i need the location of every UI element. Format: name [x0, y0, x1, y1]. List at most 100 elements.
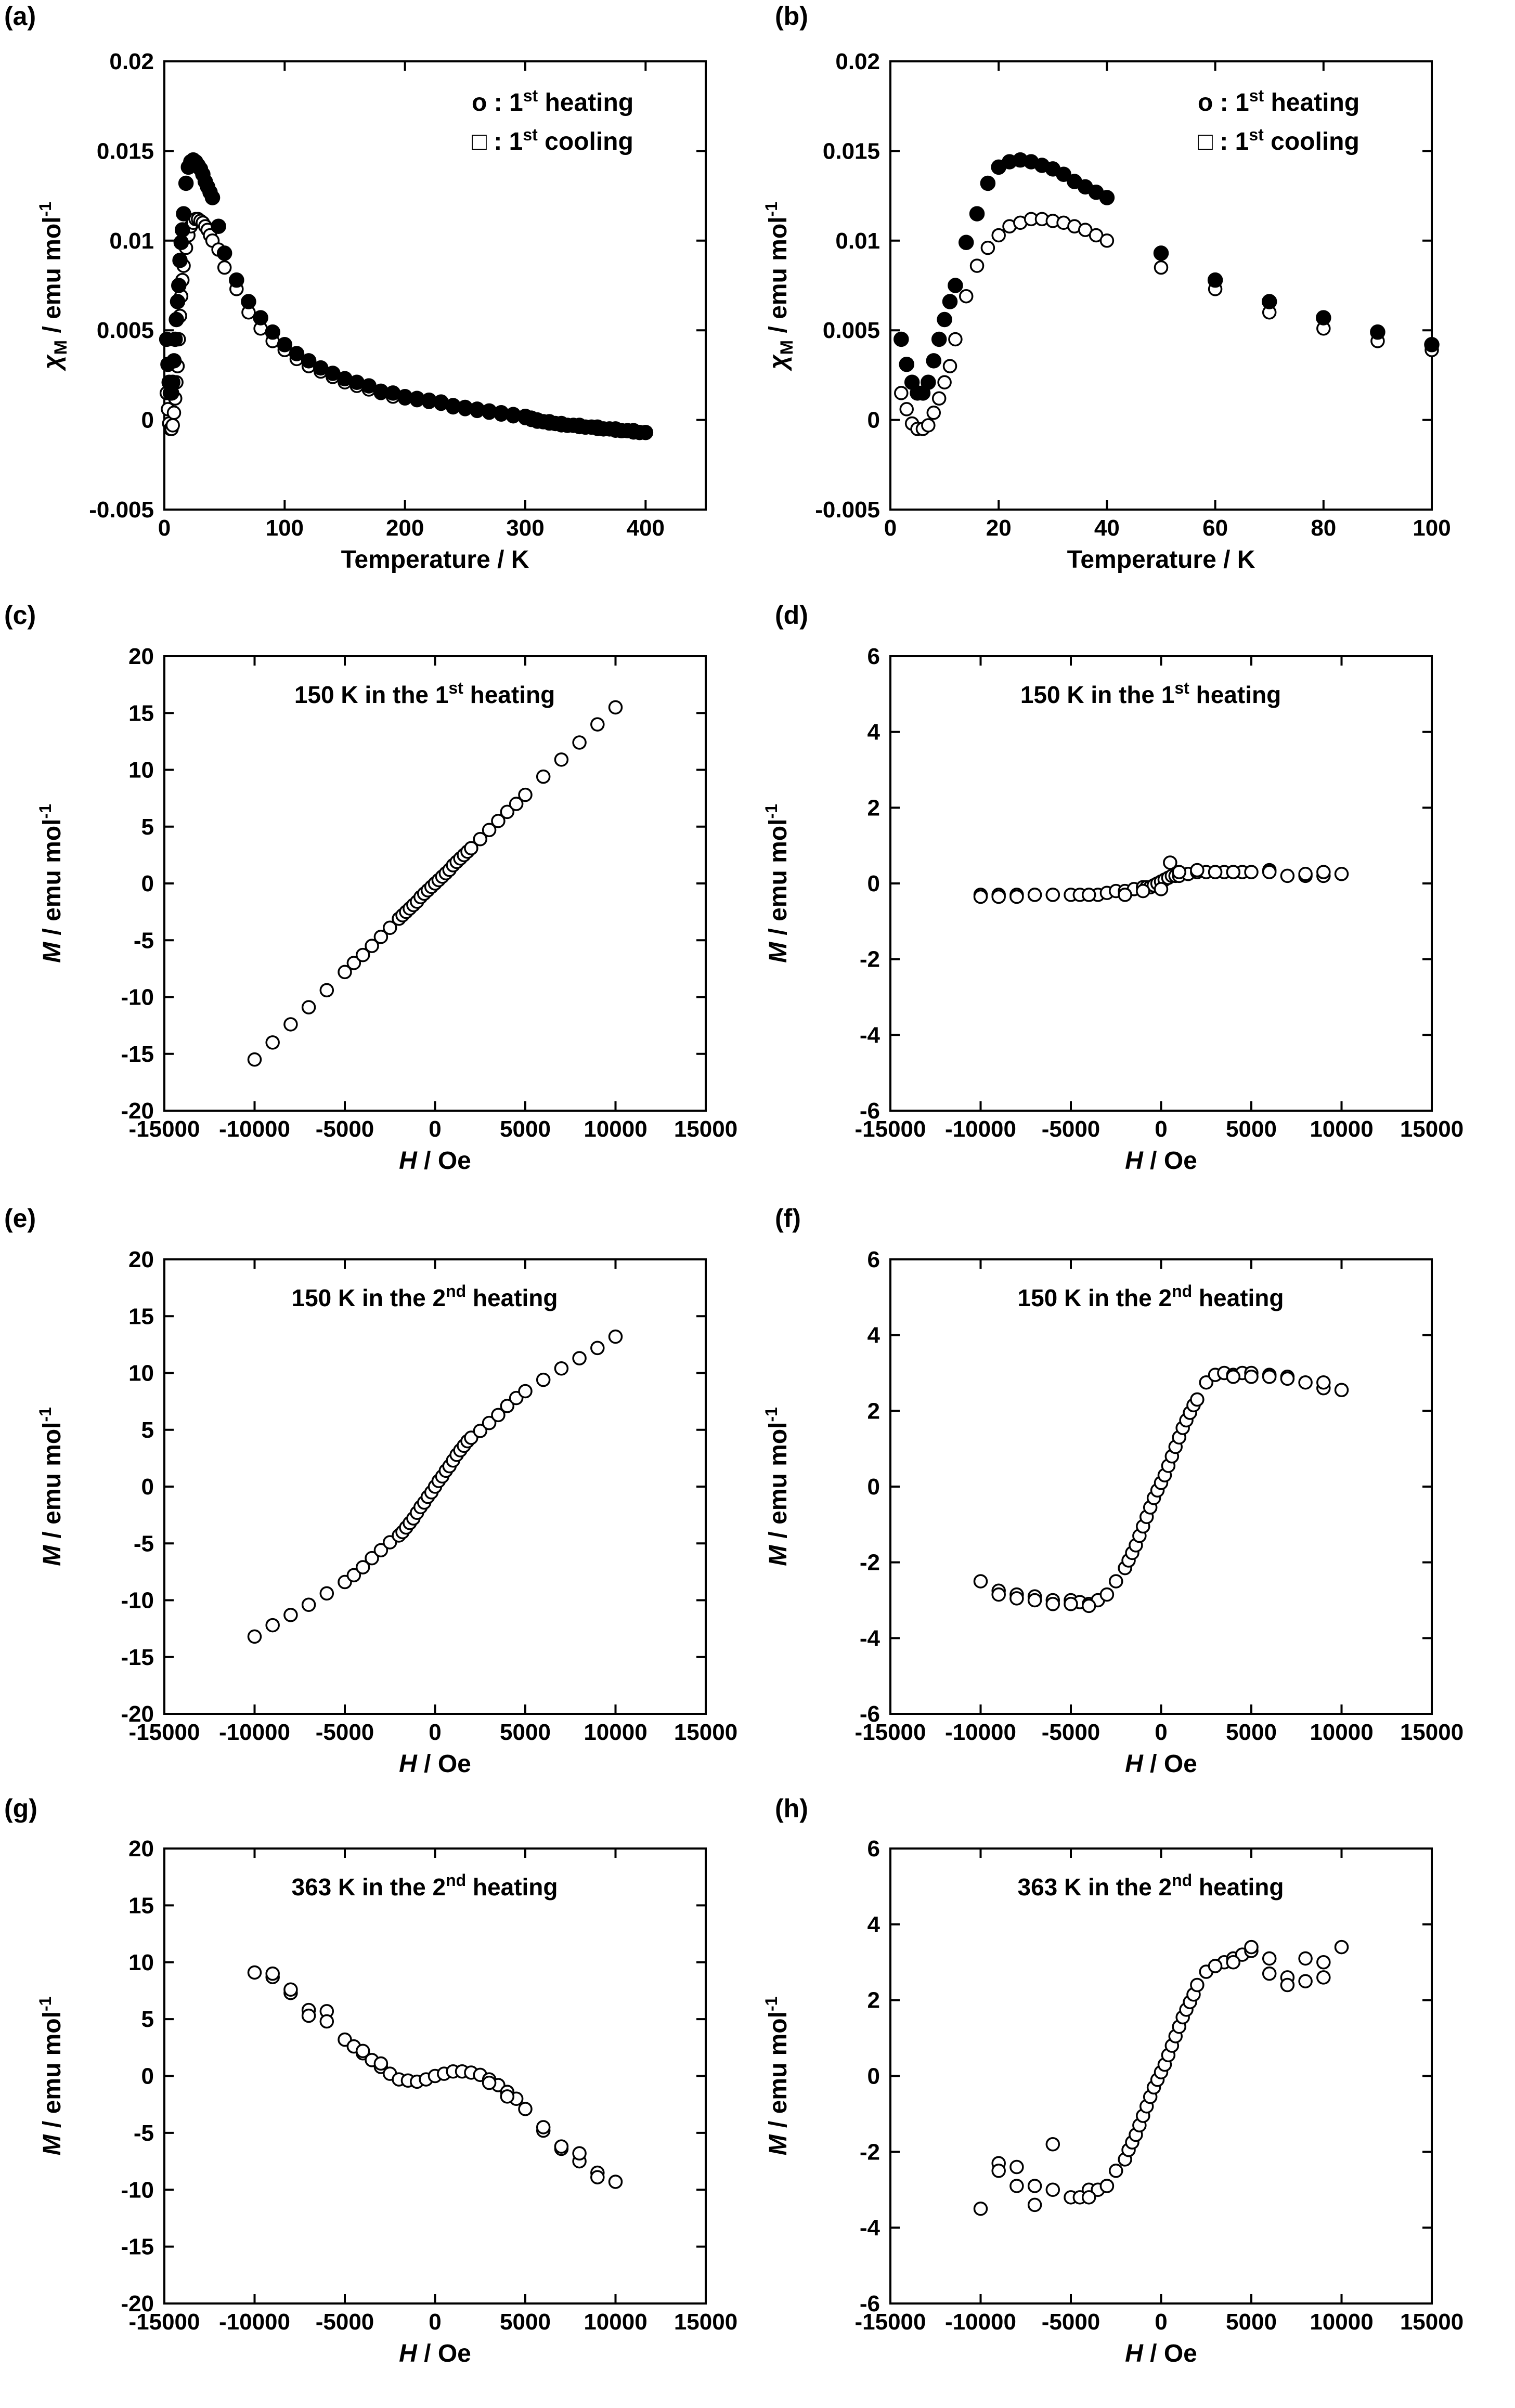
data-point-open	[1316, 1375, 1331, 1390]
y-tick-label: 2	[867, 795, 880, 821]
data-point-open	[536, 1372, 551, 1387]
data-point-filled	[948, 278, 963, 293]
data-point-open	[482, 2075, 497, 2090]
data-point-filled	[931, 331, 947, 347]
data-point-open	[283, 1608, 298, 1622]
data-point-open	[1262, 1370, 1277, 1384]
x-tick-label: 80	[1311, 515, 1336, 541]
data-point-filled	[167, 331, 183, 347]
y-tick-label: 0	[867, 2064, 880, 2089]
chart-panel-b: (b)0 20 40 60 80 100-0.00500.0050.010.0150.02…	[762, 2, 1451, 574]
x-tick-label: -5000	[1042, 2309, 1100, 2335]
data-point-filled	[174, 222, 190, 238]
x-tick-label: -15000	[128, 2309, 200, 2335]
data-point-open	[301, 2008, 316, 2023]
data-point-open	[894, 386, 909, 400]
data-point-open	[1298, 867, 1313, 881]
panel-label: (e)	[4, 1204, 36, 1233]
data-point-open	[355, 2043, 370, 2059]
y-axis-label: χM / emu mol-1	[762, 202, 797, 372]
y-tick-label: 0	[867, 1474, 880, 1500]
y-axis-label: M / emu mol-1	[36, 804, 66, 963]
data-point-open	[482, 1415, 497, 1430]
data-point-open	[1298, 1974, 1313, 1988]
data-point-open	[166, 406, 182, 420]
y-tick-label: 0.01	[835, 228, 880, 254]
data-point-open	[1226, 1955, 1241, 1970]
data-point-open	[1262, 1951, 1277, 1966]
data-point-open	[1045, 888, 1060, 902]
x-tick-label: 10000	[1310, 1116, 1373, 1142]
y-tick-label: -15	[121, 2234, 154, 2260]
y-tick-label: 0	[141, 871, 154, 896]
data-point-open	[590, 2170, 605, 2184]
data-point-open	[1027, 1593, 1042, 1608]
x-tick-label: 5000	[1226, 2309, 1277, 2335]
y-tick-label: 10	[128, 1361, 154, 1386]
x-tick-label: -10000	[945, 1720, 1016, 1745]
x-tick-label: 0	[884, 515, 897, 541]
y-tick-label: 15	[128, 700, 154, 726]
data-point-open	[518, 2102, 533, 2116]
data-point-open	[464, 841, 478, 856]
data-point-open	[301, 1597, 316, 1612]
x-tick-label: 5000	[500, 1720, 551, 1745]
panel-label: (g)	[4, 1794, 37, 1823]
data-point-open	[346, 956, 361, 970]
data-point-open	[509, 797, 524, 811]
data-point-open	[247, 1965, 262, 1980]
data-point-filled	[894, 331, 909, 347]
data-point-filled	[172, 252, 188, 268]
y-axis-label: M / emu mol-1	[36, 1407, 66, 1566]
data-point-open	[383, 920, 397, 935]
data-point-open	[518, 787, 533, 802]
data-point-filled	[301, 353, 317, 369]
y-tick-label: 0.005	[823, 318, 880, 343]
data-point-open	[1316, 865, 1331, 879]
data-point-open	[1109, 1574, 1123, 1589]
data-point-filled	[277, 337, 293, 353]
x-axis-label: H / Oe	[399, 1147, 471, 1175]
data-point-filled	[265, 324, 280, 340]
data-point-open	[1298, 1951, 1313, 1966]
data-point-open	[980, 240, 995, 255]
data-point-open	[921, 418, 936, 433]
y-tick-label: -0.005	[89, 497, 154, 523]
data-point-open	[1081, 1598, 1096, 1613]
y-tick-label: 5	[141, 814, 154, 840]
y-tick-label: 15	[128, 1893, 154, 1918]
data-point-open	[937, 375, 952, 389]
y-tick-label: 0.02	[835, 49, 880, 74]
data-point-filled	[937, 311, 952, 328]
data-point-filled	[638, 424, 654, 440]
x-tick-label: -15000	[128, 1116, 200, 1142]
panel-label: (b)	[775, 2, 808, 31]
data-point-open	[554, 2139, 569, 2154]
data-point-open	[572, 2146, 587, 2160]
data-point-open	[491, 814, 506, 828]
data-point-open	[1027, 2179, 1042, 2193]
data-point-open	[1208, 865, 1223, 879]
chart-panel-h: (h) -15000 -10000 -5000 0 5000 10000 15000 -6 -4 -…	[762, 1794, 1464, 2367]
data-point-open	[1027, 888, 1042, 902]
data-point-filled	[1370, 324, 1385, 340]
y-tick-label: -2	[860, 2139, 880, 2165]
data-point-open	[355, 947, 370, 962]
x-tick-label: 400	[627, 515, 665, 541]
data-point-open	[536, 769, 551, 784]
data-point-open	[608, 1329, 623, 1344]
data-point-open	[1334, 1940, 1349, 1955]
data-point-open	[991, 2164, 1006, 2178]
data-point-filled	[926, 353, 942, 369]
x-tick-label: 5000	[500, 1116, 551, 1142]
data-point-filled	[178, 175, 194, 191]
y-tick-label: 0	[141, 408, 154, 433]
data-point-open	[969, 258, 985, 273]
x-tick-label: -10000	[945, 1116, 1016, 1142]
data-point-open	[346, 1568, 361, 1583]
data-point-open	[319, 2014, 334, 2029]
data-point-open	[500, 804, 515, 819]
legend-entry: □ : 1st cooling	[1198, 125, 1359, 155]
panel-label: (c)	[4, 601, 36, 630]
y-tick-label: -20	[121, 1098, 154, 1124]
